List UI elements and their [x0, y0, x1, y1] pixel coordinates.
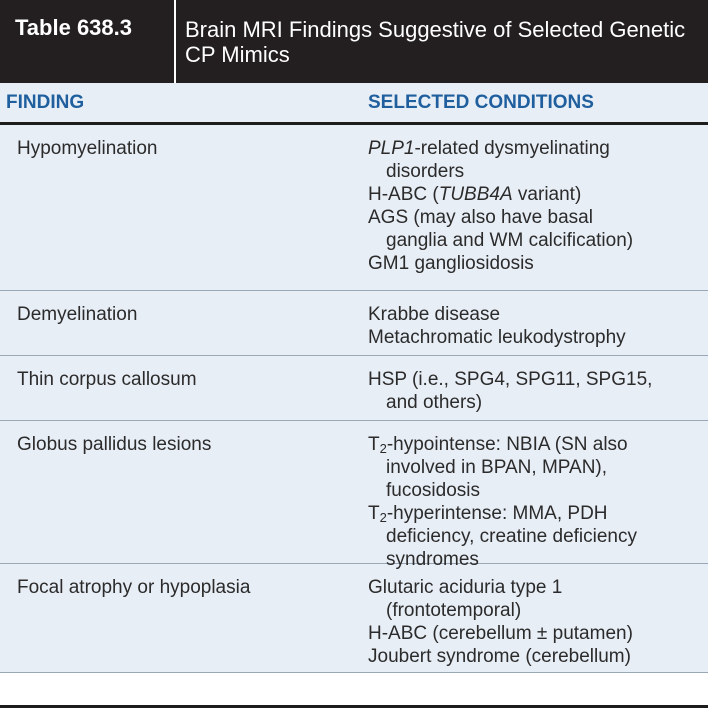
condition-line: GM1 gangliosidosis — [368, 253, 534, 274]
condition-line: T2-hyperintense: MMA, PDH — [368, 503, 608, 525]
finding-cell: Thin corpus callosum — [17, 369, 197, 390]
conditions-cell: Krabbe disease Metachromatic leukodystrop… — [368, 303, 708, 355]
table-title: Brain MRI Findings Suggestive of Selecte… — [185, 17, 686, 67]
condition-line: Krabbe disease — [368, 304, 501, 325]
condition-line: Metachromatic leukodystrophy — [368, 327, 626, 348]
condition-line: H-ABC (TUBB4A variant) — [368, 184, 582, 205]
finding-cell: Focal atrophy or hypoplasia — [17, 577, 251, 598]
condition-line: Joubert syndrome (cerebellum) — [368, 646, 631, 667]
conditions-cell: HSP (i.e., SPG4, SPG11, SPG15, and others… — [368, 368, 708, 420]
table-row: Focal atrophy or hypoplasia Glutaric acid… — [0, 564, 708, 673]
table-row: Hypomyelination PLP1-related dysmyelinati… — [0, 125, 708, 291]
condition-line: and others) — [386, 392, 483, 413]
condition-line: PLP1-related dysmyelinating — [368, 138, 610, 159]
conditions-cell: Glutaric aciduria type 1 (frontotemporal)… — [368, 576, 708, 672]
table-title-bar: Table 638.3 Brain MRI Findings Suggestiv… — [0, 0, 708, 83]
table-row: Globus pallidus lesions T2-hypointense: N… — [0, 421, 708, 570]
conditions-cell: T2-hypointense: NBIA (SN also involved in… — [368, 433, 708, 570]
column-header-conditions: SELECTED CONDITIONS — [368, 91, 594, 113]
table-row: Thin corpus callosum HSP (i.e., SPG4, SPG… — [0, 356, 708, 421]
conditions-cell: PLP1-related dysmyelinating disorders H-AB… — [368, 137, 708, 290]
condition-line: H-ABC (cerebellum ± putamen) — [368, 623, 633, 644]
column-header-finding: FINDING — [6, 91, 85, 113]
condition-line: fucosidosis — [386, 480, 480, 501]
table-bottom-rule — [0, 705, 708, 708]
condition-line: AGS (may also have basal — [368, 207, 593, 228]
table-row: Demyelination Krabbe disease Metachromatic… — [0, 291, 708, 356]
condition-line: ganglia and WM calcification) — [386, 230, 634, 251]
findings-table: FINDING SELECTED CONDITIONS Hypomyelinat… — [0, 83, 708, 673]
table-number: Table 638.3 — [0, 0, 176, 83]
condition-line: disorders — [386, 161, 465, 182]
condition-line: Glutaric aciduria type 1 — [368, 577, 563, 598]
condition-line: T2-hypointense: NBIA (SN also — [368, 434, 628, 456]
finding-cell: Demyelination — [17, 304, 138, 325]
condition-line: (frontotemporal) — [386, 600, 522, 621]
finding-cell: Hypomyelination — [17, 138, 158, 159]
condition-line: involved in BPAN, MPAN), — [386, 457, 608, 478]
table-body: Hypomyelination PLP1-related dysmyelinati… — [0, 125, 708, 673]
table-header-row: FINDING SELECTED CONDITIONS — [0, 83, 708, 125]
condition-line: syndromes — [386, 549, 479, 570]
condition-line: HSP (i.e., SPG4, SPG11, SPG15, — [368, 369, 653, 390]
finding-cell: Globus pallidus lesions — [17, 434, 212, 455]
condition-line: deficiency, creatine deficiency — [386, 526, 637, 547]
